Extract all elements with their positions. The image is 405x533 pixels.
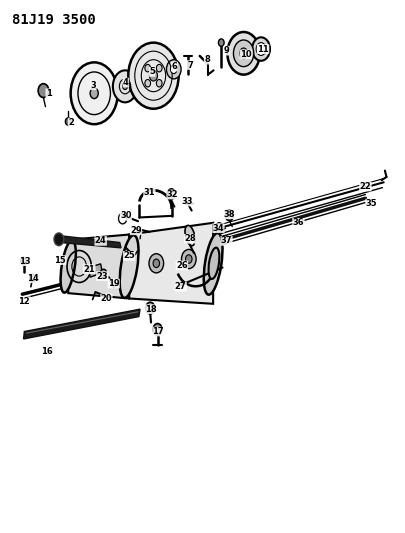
Text: 23: 23 bbox=[96, 272, 108, 280]
Ellipse shape bbox=[203, 233, 222, 295]
Circle shape bbox=[100, 269, 107, 278]
Circle shape bbox=[122, 83, 127, 90]
Circle shape bbox=[222, 236, 228, 244]
Polygon shape bbox=[59, 236, 121, 248]
Text: 4: 4 bbox=[123, 78, 128, 87]
Circle shape bbox=[167, 189, 175, 199]
Circle shape bbox=[113, 70, 137, 102]
Text: 33: 33 bbox=[181, 197, 193, 206]
Text: 9: 9 bbox=[223, 46, 229, 55]
Ellipse shape bbox=[119, 235, 138, 298]
Text: 36: 36 bbox=[292, 219, 303, 227]
Text: 22: 22 bbox=[359, 182, 370, 191]
Text: 14: 14 bbox=[28, 274, 39, 282]
Circle shape bbox=[239, 48, 247, 59]
Ellipse shape bbox=[185, 225, 194, 246]
Circle shape bbox=[225, 210, 233, 221]
Text: 17: 17 bbox=[152, 327, 164, 336]
Circle shape bbox=[170, 65, 177, 74]
Circle shape bbox=[166, 60, 181, 79]
Text: 29: 29 bbox=[130, 226, 141, 235]
Text: 81J19 3500: 81J19 3500 bbox=[12, 13, 96, 27]
Circle shape bbox=[65, 118, 71, 125]
Text: 24: 24 bbox=[95, 237, 106, 245]
Text: 16: 16 bbox=[41, 348, 52, 356]
Text: 25: 25 bbox=[123, 252, 134, 260]
Text: 6: 6 bbox=[171, 62, 177, 71]
Circle shape bbox=[145, 64, 150, 72]
Circle shape bbox=[185, 255, 192, 263]
Text: 12: 12 bbox=[19, 297, 30, 305]
Text: 20: 20 bbox=[100, 294, 112, 303]
Text: 10: 10 bbox=[239, 50, 251, 59]
Text: 7: 7 bbox=[187, 61, 192, 69]
Text: 21: 21 bbox=[83, 265, 95, 273]
Circle shape bbox=[153, 324, 162, 335]
Circle shape bbox=[227, 32, 259, 75]
Polygon shape bbox=[23, 309, 140, 339]
Text: 27: 27 bbox=[175, 282, 186, 291]
Text: 19: 19 bbox=[108, 279, 119, 288]
Polygon shape bbox=[129, 223, 213, 304]
Text: 26: 26 bbox=[176, 261, 187, 270]
Circle shape bbox=[156, 64, 162, 72]
Circle shape bbox=[145, 302, 154, 314]
Circle shape bbox=[145, 79, 150, 87]
Text: 18: 18 bbox=[145, 305, 156, 313]
Circle shape bbox=[90, 88, 98, 99]
Text: 34: 34 bbox=[212, 224, 224, 232]
Text: 31: 31 bbox=[143, 189, 155, 197]
Text: 38: 38 bbox=[223, 210, 234, 219]
Text: 3: 3 bbox=[90, 81, 96, 90]
Text: 5: 5 bbox=[149, 68, 155, 76]
Text: 2: 2 bbox=[68, 118, 74, 127]
Text: 28: 28 bbox=[184, 235, 195, 243]
Text: 32: 32 bbox=[166, 190, 178, 199]
Circle shape bbox=[30, 274, 35, 282]
Text: 35: 35 bbox=[365, 199, 376, 208]
Circle shape bbox=[256, 43, 265, 55]
Circle shape bbox=[181, 249, 196, 269]
Circle shape bbox=[21, 257, 26, 265]
Circle shape bbox=[252, 37, 269, 61]
Circle shape bbox=[153, 259, 159, 268]
Circle shape bbox=[149, 70, 157, 81]
Ellipse shape bbox=[60, 240, 76, 293]
Polygon shape bbox=[68, 235, 129, 298]
Circle shape bbox=[128, 43, 178, 109]
Circle shape bbox=[149, 254, 163, 273]
Ellipse shape bbox=[208, 248, 219, 279]
Text: 8: 8 bbox=[204, 55, 209, 64]
Text: 30: 30 bbox=[120, 212, 131, 220]
Text: 37: 37 bbox=[220, 237, 232, 245]
Circle shape bbox=[218, 39, 224, 46]
Circle shape bbox=[70, 62, 117, 124]
Polygon shape bbox=[88, 264, 102, 277]
Circle shape bbox=[38, 84, 49, 98]
Text: 15: 15 bbox=[54, 256, 66, 264]
Circle shape bbox=[156, 79, 162, 87]
Text: 1: 1 bbox=[46, 89, 51, 98]
Circle shape bbox=[233, 40, 253, 67]
Text: 11: 11 bbox=[257, 45, 268, 53]
Circle shape bbox=[54, 233, 64, 246]
Circle shape bbox=[215, 223, 223, 233]
Text: 13: 13 bbox=[19, 257, 30, 265]
